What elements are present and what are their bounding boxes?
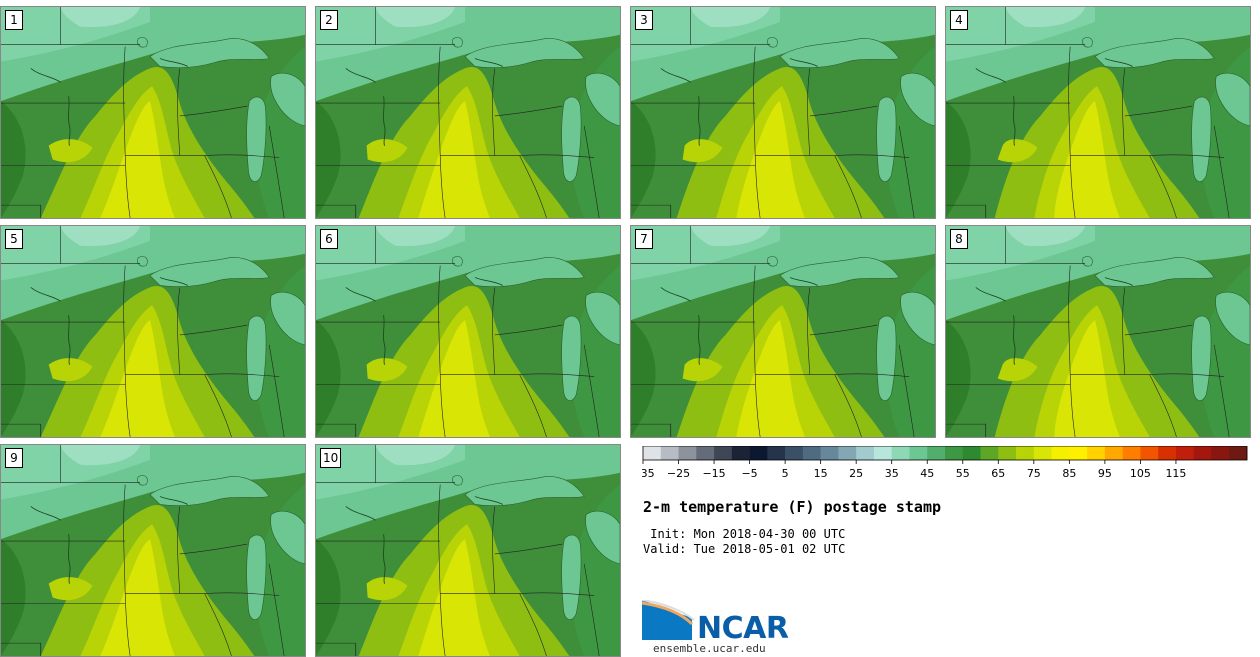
colorbar-tick-label: 5 [782, 467, 789, 480]
colorbar-tick-label: −15 [702, 467, 725, 480]
valid-time: Valid: Tue 2018-05-01 02 UTC [643, 542, 846, 556]
colorbar-swatch [802, 446, 821, 460]
temperature-colorbar: −35 −25 −15 −5 5 15 25 35 45 55 65 75 85 95 105 115 [642, 446, 1248, 480]
colorbar-tick-label: 45 [920, 467, 934, 480]
panel-number: 10 [320, 448, 342, 468]
colorbar-swatch [927, 446, 946, 460]
colorbar-tick-label: −25 [667, 467, 690, 480]
colorbar-tick-label: 75 [1027, 467, 1041, 480]
init-time: Init: Mon 2018-04-30 00 UTC [643, 527, 846, 541]
colorbar-swatch [945, 446, 964, 460]
colorbar-tick-label: 105 [1130, 467, 1151, 480]
colorbar-swatch [1104, 446, 1123, 460]
colorbar-tick-label: 25 [849, 467, 863, 480]
colorbar-swatch [1069, 446, 1088, 460]
panel-number: 3 [635, 10, 653, 30]
panel-number: 9 [5, 448, 23, 468]
colorbar-tick-label: 35 [885, 467, 899, 480]
colorbar-swatch [873, 446, 893, 460]
panel-number: 2 [320, 10, 338, 30]
colorbar-swatch [1193, 446, 1212, 460]
colorbar-tick-label: 15 [814, 467, 828, 480]
map-panel: 3 [630, 6, 936, 219]
colorbar-swatch [660, 446, 679, 460]
colorbar-swatch [643, 446, 662, 460]
logo-text: NCAR [697, 611, 789, 646]
map-panel: 6 [315, 225, 621, 438]
colorbar-swatch [1051, 446, 1070, 460]
colorbar-swatch [838, 446, 857, 460]
map-panel: 2 [315, 6, 621, 219]
chart-title: 2-m temperature (F) postage stamp [643, 498, 942, 516]
panel-number: 1 [5, 10, 23, 30]
map-panel: 8 [945, 225, 1251, 438]
panel-number: 7 [635, 229, 653, 249]
colorbar-swatch [962, 446, 981, 460]
panel-number: 6 [320, 229, 338, 249]
colorbar-swatch [1087, 446, 1106, 460]
website-link[interactable]: ensemble.ucar.edu [653, 642, 766, 655]
colorbar-swatch [1033, 446, 1052, 460]
map-panel: 9 [0, 444, 306, 657]
colorbar-swatch [980, 446, 999, 460]
colorbar-tick-label: 115 [1165, 467, 1186, 480]
colorbar-tick-label: −35 [642, 467, 655, 480]
colorbar-swatch [1122, 446, 1141, 460]
colorbar-swatch [1158, 446, 1177, 460]
colorbar-swatch [1229, 446, 1248, 460]
colorbar-swatch [731, 446, 750, 460]
colorbar-tick-label: 85 [1062, 467, 1076, 480]
colorbar-swatch [820, 446, 839, 460]
map-panel: 5 [0, 225, 306, 438]
colorbar-swatch [696, 446, 715, 460]
panel-number: 8 [950, 229, 968, 249]
colorbar-tick-label: −5 [741, 467, 757, 480]
colorbar-swatch [1211, 446, 1230, 460]
ncar-logo-icon [642, 600, 695, 640]
panel-number: 4 [950, 10, 968, 30]
colorbar-swatch [856, 446, 875, 460]
map-panel: 1 [0, 6, 306, 219]
map-panel: 7 [630, 225, 936, 438]
colorbar-swatch [909, 446, 928, 460]
colorbar-swatch [785, 446, 804, 460]
colorbar-swatch [678, 446, 697, 460]
colorbar-swatch [749, 446, 768, 460]
colorbar-swatch [1175, 446, 1195, 460]
colorbar-swatch [891, 446, 910, 460]
colorbar-swatch [1140, 446, 1159, 460]
colorbar-swatch [714, 446, 733, 460]
colorbar-tick-label: 65 [991, 467, 1005, 480]
map-panel: 4 [945, 6, 1251, 219]
colorbar-border [642, 446, 1248, 461]
colorbar-tick-label: 95 [1098, 467, 1112, 480]
map-panel: 10 [315, 444, 621, 657]
colorbar-swatch [767, 446, 786, 460]
colorbar-swatch [1016, 446, 1035, 460]
panel-number: 5 [5, 229, 23, 249]
colorbar-tick-label: 55 [956, 467, 970, 480]
colorbar-swatch [998, 446, 1017, 460]
